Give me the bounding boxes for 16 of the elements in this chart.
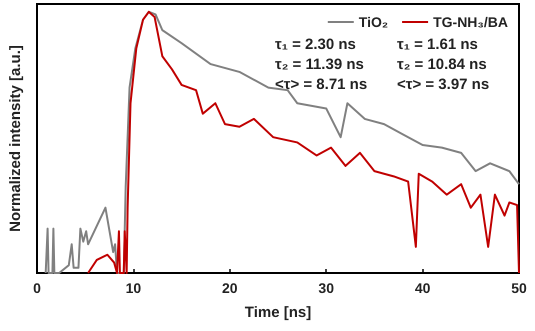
annotation: τ₂ = 10.84 ns: [397, 56, 487, 73]
legend-label: TG-NH₃/BA: [433, 14, 508, 30]
annotation: <τ> = 8.71 ns: [275, 76, 368, 93]
x-tick-label: 50: [511, 280, 527, 296]
x-tick-label: 0: [33, 280, 42, 296]
x-tick-label: 20: [222, 280, 238, 296]
x-tick-label: 40: [414, 280, 431, 296]
annotation: <τ> = 3.97 ns: [397, 76, 490, 93]
y-axis-title: Normalized intensity [a.u.]: [7, 45, 24, 232]
annotation: τ₁ = 1.61 ns: [397, 36, 478, 53]
x-axis-title: Time [ns]: [244, 304, 312, 321]
annotation: τ₂ = 11.39 ns: [275, 56, 364, 73]
legend-label: TiO₂: [358, 14, 388, 30]
x-tick-label: 30: [318, 280, 334, 296]
annotation: τ₁ = 2.30 ns: [275, 36, 356, 53]
x-tick-label: 10: [126, 280, 142, 296]
